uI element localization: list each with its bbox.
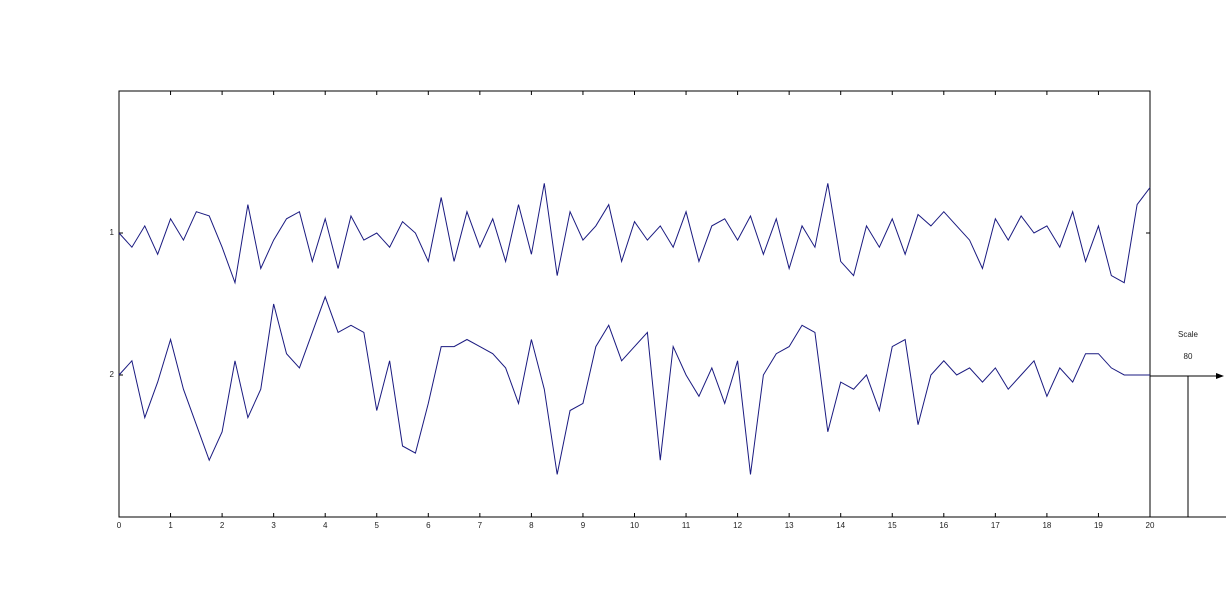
y-tick-label: 2 [110, 370, 115, 379]
x-tick-label: 0 [117, 521, 122, 530]
x-tick-label: 13 [785, 521, 794, 530]
x-tick-label: 2 [220, 521, 225, 530]
x-tick-label: 7 [478, 521, 483, 530]
x-tick-label: 9 [581, 521, 586, 530]
x-tick-label: 4 [323, 521, 328, 530]
trace [118, 183, 1151, 285]
scale-title: Scale [1178, 330, 1199, 339]
scale-arrowhead [1216, 373, 1224, 379]
x-tick-label: 16 [939, 521, 948, 530]
x-tick-label: 20 [1146, 521, 1155, 530]
x-tick-label: 14 [836, 521, 845, 530]
x-tick-label: 3 [271, 521, 276, 530]
x-tick-label: 19 [1094, 521, 1103, 530]
x-tick-label: 5 [375, 521, 380, 530]
x-tick-label: 17 [991, 521, 1000, 530]
x-tick-label: 18 [1042, 521, 1051, 530]
x-tick-label: 10 [630, 521, 639, 530]
y-tick-label: 1 [110, 228, 115, 237]
x-tick-label: 12 [733, 521, 742, 530]
scale-value: 80 [1184, 352, 1193, 361]
trace [118, 295, 1150, 475]
x-tick-label: 11 [682, 521, 691, 530]
x-tick-label: 6 [426, 521, 431, 530]
x-tick-label: 15 [888, 521, 897, 530]
x-tick-label: 8 [529, 521, 534, 530]
x-tick-label: 1 [168, 521, 173, 530]
